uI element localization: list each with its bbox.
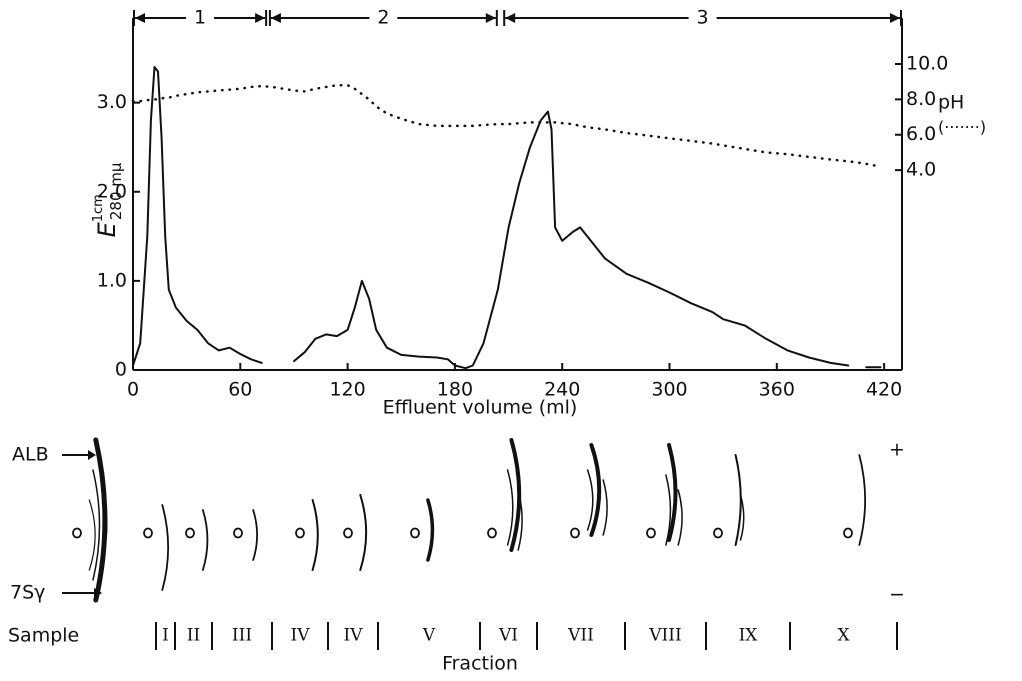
antigen-well — [295, 527, 305, 539]
absorbance-line — [132, 66, 882, 370]
x-tick-label: 240 — [544, 379, 580, 401]
precipitin-arc — [88, 499, 96, 571]
fraction-label: IV — [291, 626, 311, 646]
y-label-superscript: 1cm — [91, 194, 106, 222]
precipitin-arc — [734, 454, 742, 546]
y-label-symbol: E — [93, 221, 121, 237]
electrophoresis-panel: ALB 7Sγ + − Sample Fraction I II III IV IV V V… — [8, 437, 905, 675]
cathode-label: − — [889, 584, 905, 606]
region-label-bg — [688, 7, 717, 29]
region-arrowhead — [485, 13, 496, 23]
region-arrowhead — [255, 13, 266, 23]
fraction-axis-label: Fraction — [442, 653, 518, 675]
fraction-label: II — [187, 626, 200, 646]
antigen-well — [570, 527, 580, 539]
fraction-label: VII — [567, 626, 594, 646]
region-label: 3 — [697, 7, 709, 29]
x-tick-label: 0 — [127, 379, 139, 401]
precipitin-arc — [506, 469, 514, 546]
fraction-label: VI — [498, 626, 518, 646]
y-tick-label: 0 — [115, 359, 127, 381]
y2-tick-label: 4.0 — [906, 159, 936, 181]
precipitin-arc — [93, 437, 108, 603]
x-tick-label: 360 — [759, 379, 795, 401]
region-label-bg — [186, 7, 215, 29]
precipitin-arc — [359, 494, 368, 571]
precipitin-arc — [202, 509, 209, 571]
region-arrowhead — [135, 13, 145, 23]
chart: Effluent volume (ml) E1cm280 mμ pH (····… — [91, 18, 986, 419]
fraction-label: VIII — [648, 626, 681, 646]
region-label: 2 — [377, 7, 389, 29]
fraction-label: X — [837, 626, 850, 646]
x-tick-label: 300 — [651, 379, 687, 401]
precipitin-arc — [589, 443, 602, 537]
antigen-well — [185, 527, 195, 539]
y2-axis-label: pH — [938, 92, 964, 114]
region-arrowhead — [890, 13, 900, 23]
precipitin-arc — [665, 474, 672, 546]
precipitin-arc — [100, 489, 108, 561]
region-label-bg — [369, 7, 398, 29]
antigen-well — [713, 527, 723, 539]
fraction-label: IV — [344, 626, 364, 646]
precipitin-arc — [602, 479, 608, 536]
x-tick-label: 180 — [437, 379, 473, 401]
antigen-well — [843, 527, 853, 539]
fraction-label: III — [232, 626, 252, 646]
region-arrowhead — [270, 13, 281, 23]
precipitin-arc — [858, 454, 867, 546]
precipitin-arc — [161, 504, 170, 591]
precipitin-arc — [311, 499, 319, 571]
precipitin-arc — [426, 498, 435, 562]
precipitin-arc — [739, 494, 745, 541]
x-axis-label: Effluent volume (ml) — [383, 397, 578, 419]
x-tick-label: 120 — [329, 379, 365, 401]
ph-line — [131, 83, 882, 168]
region-label: 1 — [194, 7, 206, 29]
antigen-well — [487, 527, 497, 539]
fraction-label: I — [162, 626, 169, 646]
fraction-label: IX — [739, 626, 759, 646]
precipitin-arc — [252, 509, 258, 561]
antigen-well — [410, 527, 420, 539]
antigen-well — [646, 527, 656, 539]
y2-axis-note: (·······) — [938, 118, 986, 137]
reference-arrowhead — [88, 450, 96, 460]
y-axis-label: E1cm280 mμ — [91, 162, 125, 237]
y-label-subscript: 280 mμ — [107, 162, 125, 220]
antigen-well — [343, 527, 353, 539]
y-tick-label: 1.0 — [97, 269, 127, 291]
y-tick-label: 2.0 — [97, 180, 127, 202]
y2-tick-label: 10.0 — [906, 52, 948, 74]
precipitin-arc — [667, 443, 678, 542]
precipitin-arc — [586, 469, 594, 531]
fraction-label: V — [422, 626, 436, 646]
y2-tick-label: 8.0 — [906, 88, 936, 110]
x-tick-label: 420 — [866, 379, 902, 401]
reference-label: ALB — [12, 444, 49, 466]
reference-label: 7Sγ — [10, 582, 45, 604]
x-tick-label: 60 — [228, 379, 252, 401]
anode-label: + — [889, 439, 905, 461]
precipitin-arc — [677, 489, 683, 546]
y2-tick-label: 6.0 — [906, 123, 936, 145]
antigen-well — [143, 527, 153, 539]
region-arrowhead — [505, 13, 516, 23]
precipitin-arc — [517, 489, 523, 551]
antigen-well — [233, 527, 243, 539]
antigen-well — [72, 527, 82, 539]
row-label: Sample — [8, 625, 79, 647]
precipitin-arc — [92, 469, 101, 581]
y-tick-label: 3.0 — [97, 91, 127, 113]
